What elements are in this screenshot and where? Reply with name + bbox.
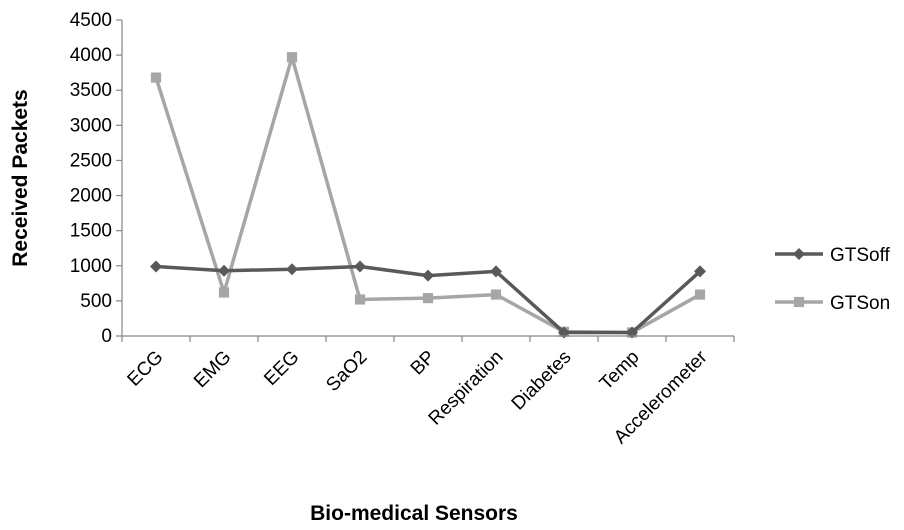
x-tick-label: BP: [407, 347, 440, 380]
data-point: [490, 265, 502, 278]
data-point: [286, 263, 298, 276]
legend-marker: [793, 248, 805, 260]
x-tick-label: ECG: [124, 347, 168, 391]
y-tick-label: 4500: [70, 10, 112, 31]
x-tick-label: EMG: [190, 347, 235, 392]
legend-label: GTSoff: [830, 245, 891, 266]
data-point: [694, 265, 706, 278]
y-tick-label: 1000: [70, 256, 112, 277]
x-tick-label: EEG: [260, 347, 303, 390]
legend-marker: [793, 296, 805, 308]
x-tick-label: Respiration: [425, 347, 508, 430]
y-axis-ticks: 0 500 1000 1500 2000 2500 3000 3500 4000 4500: [70, 10, 122, 347]
x-tick-label: Diabetes: [508, 347, 576, 415]
data-point: [218, 264, 230, 277]
series-line: [154, 55, 701, 335]
legend-item: GTSoff: [775, 245, 891, 266]
x-axis-title: Bio-medical Sensors: [310, 502, 518, 525]
data-point: [150, 72, 162, 83]
y-tick-label: 4000: [70, 45, 112, 66]
series-GTSon: [150, 52, 706, 338]
y-tick-label: 0: [101, 326, 112, 347]
series-layer: [150, 52, 706, 339]
y-tick-label: 3500: [70, 80, 112, 101]
y-tick-label: 2500: [70, 150, 112, 171]
y-axis-title: Received Packets: [9, 89, 32, 266]
data-point: [490, 289, 502, 300]
data-point: [218, 287, 230, 298]
data-point: [422, 292, 434, 304]
legend: GTSoff GTSon: [775, 245, 891, 314]
legend-item: GTSon: [775, 293, 890, 314]
data-point: [694, 289, 706, 300]
y-tick-label: 3000: [70, 115, 112, 136]
legend-label: GTSon: [830, 293, 890, 314]
data-point: [354, 260, 366, 273]
y-tick-label: 2000: [70, 186, 112, 207]
x-tick-label: SaO2: [322, 347, 371, 396]
y-tick-label: 500: [80, 291, 112, 312]
data-point: [422, 269, 434, 282]
y-tick-label: 1500: [70, 221, 112, 242]
data-point: [354, 294, 366, 305]
data-point: [286, 52, 298, 63]
data-point: [150, 260, 162, 273]
x-tick-label: Temp: [596, 347, 644, 395]
